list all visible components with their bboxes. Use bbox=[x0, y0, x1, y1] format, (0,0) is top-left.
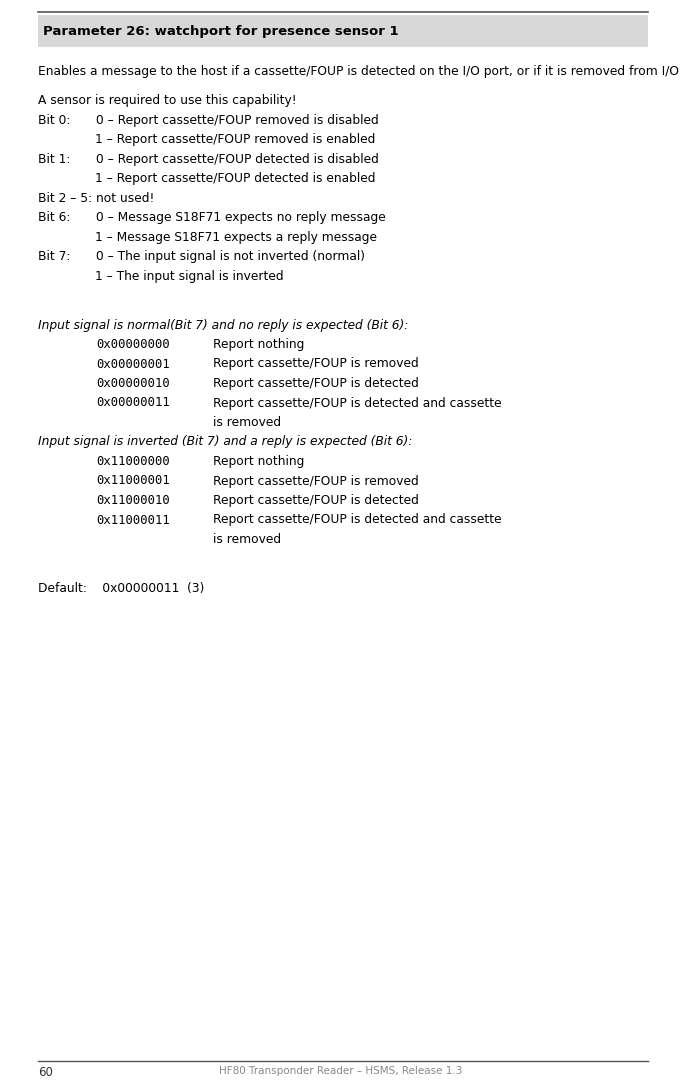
Text: 0 – The input signal is not inverted (normal): 0 – The input signal is not inverted (no… bbox=[96, 250, 365, 263]
Text: Default:    0x00000011  (3): Default: 0x00000011 (3) bbox=[38, 582, 205, 595]
Text: Enables a message to the host if a cassette/FOUP is detected on the I/O port, or: Enables a message to the host if a casse… bbox=[38, 65, 682, 77]
Text: Report cassette/FOUP is detected and cassette: Report cassette/FOUP is detected and cas… bbox=[213, 514, 502, 527]
Text: 0 – Message S18F71 expects no reply message: 0 – Message S18F71 expects no reply mess… bbox=[96, 212, 386, 225]
Text: 0x00000000: 0x00000000 bbox=[96, 338, 170, 351]
Text: Bit 0:: Bit 0: bbox=[38, 113, 70, 127]
Text: Bit 6:: Bit 6: bbox=[38, 212, 70, 225]
Text: Report cassette/FOUP is detected: Report cassette/FOUP is detected bbox=[213, 377, 419, 389]
Text: Report cassette/FOUP is detected and cassette: Report cassette/FOUP is detected and cas… bbox=[213, 396, 502, 409]
Text: Report nothing: Report nothing bbox=[213, 338, 304, 351]
Text: 0x00000001: 0x00000001 bbox=[96, 358, 170, 371]
Text: 1 – Report cassette/FOUP detected is enabled: 1 – Report cassette/FOUP detected is ena… bbox=[95, 172, 376, 185]
Bar bbox=[38, 15, 648, 47]
Text: Bit 2 – 5: not used!: Bit 2 – 5: not used! bbox=[38, 192, 154, 205]
Text: Bit 1:: Bit 1: bbox=[38, 153, 70, 166]
Text: 0x11000000: 0x11000000 bbox=[96, 455, 170, 468]
Text: 1 – The input signal is inverted: 1 – The input signal is inverted bbox=[95, 269, 284, 283]
Text: 1 – Message S18F71 expects a reply message: 1 – Message S18F71 expects a reply messa… bbox=[95, 231, 377, 243]
Text: Bit 7:: Bit 7: bbox=[38, 250, 70, 263]
Text: 0x00000010: 0x00000010 bbox=[96, 377, 170, 389]
Text: Input signal is inverted (Bit 7) and a reply is expected (Bit 6):: Input signal is inverted (Bit 7) and a r… bbox=[38, 435, 413, 448]
Text: Parameter 26: watchport for presence sensor 1: Parameter 26: watchport for presence sen… bbox=[43, 24, 398, 37]
Text: is removed: is removed bbox=[213, 533, 281, 546]
Text: 1 – Report cassette/FOUP removed is enabled: 1 – Report cassette/FOUP removed is enab… bbox=[95, 133, 375, 146]
Text: 0 – Report cassette/FOUP detected is disabled: 0 – Report cassette/FOUP detected is dis… bbox=[96, 153, 379, 166]
Text: 0x00000011: 0x00000011 bbox=[96, 396, 170, 409]
Text: Report cassette/FOUP is detected: Report cassette/FOUP is detected bbox=[213, 494, 419, 507]
Text: Report cassette/FOUP is removed: Report cassette/FOUP is removed bbox=[213, 358, 419, 371]
Text: 0 – Report cassette/FOUP removed is disabled: 0 – Report cassette/FOUP removed is disa… bbox=[96, 113, 379, 127]
Text: 0x11000001: 0x11000001 bbox=[96, 475, 170, 488]
Text: 0x11000011: 0x11000011 bbox=[96, 514, 170, 527]
Text: 0x11000010: 0x11000010 bbox=[96, 494, 170, 507]
Text: A sensor is required to use this capability!: A sensor is required to use this capabil… bbox=[38, 94, 297, 107]
Text: is removed: is removed bbox=[213, 416, 281, 429]
Text: Input signal is normal(Bit 7) and no reply is expected (Bit 6):: Input signal is normal(Bit 7) and no rep… bbox=[38, 319, 409, 332]
Text: Report cassette/FOUP is removed: Report cassette/FOUP is removed bbox=[213, 475, 419, 488]
Text: HF80 Transponder Reader – HSMS, Release 1.3: HF80 Transponder Reader – HSMS, Release … bbox=[220, 1066, 462, 1076]
Text: 60: 60 bbox=[38, 1066, 53, 1079]
Text: Report nothing: Report nothing bbox=[213, 455, 304, 468]
